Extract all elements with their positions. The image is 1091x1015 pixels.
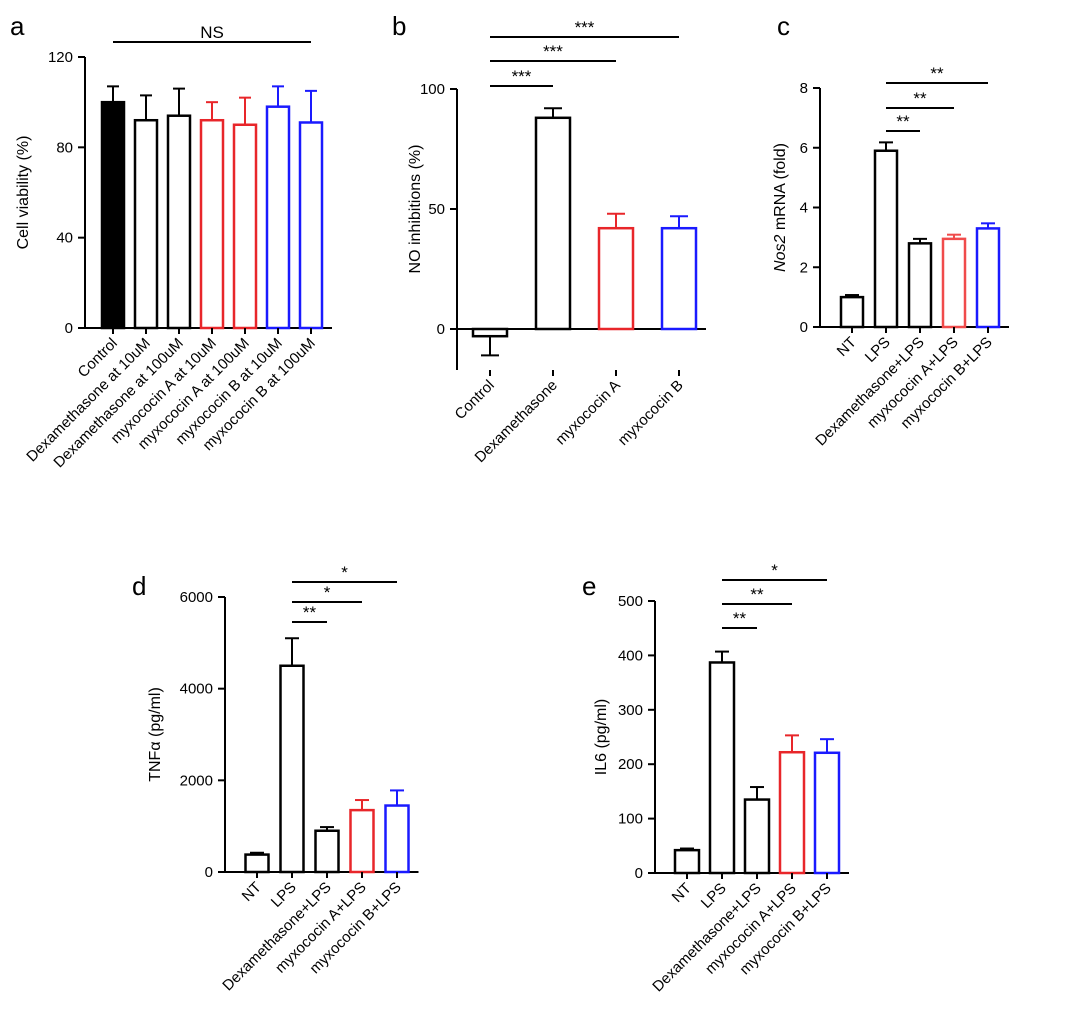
- panel-letter: d: [132, 571, 146, 601]
- category-label-0: NT: [834, 334, 860, 360]
- significance-label-0: **: [733, 609, 747, 628]
- category-label-2: myxococin A: [552, 377, 624, 449]
- significance-label-0: NS: [200, 23, 224, 42]
- y-tick-label: 40: [56, 230, 73, 247]
- y-tick-label: 400: [618, 647, 643, 664]
- significance-label-2: *: [771, 561, 778, 580]
- y-tick-label: 2000: [180, 772, 213, 789]
- y-axis-label: TNFα (pg/ml): [147, 687, 164, 782]
- bar-3: [941, 237, 967, 329]
- panel-letter: b: [392, 11, 406, 41]
- y-tick-label: 80: [56, 139, 73, 156]
- y-tick-label: 2: [800, 259, 808, 276]
- bar-4: [384, 804, 410, 874]
- y-tick-label: 0: [205, 864, 213, 881]
- y-tick-label: 8: [800, 80, 808, 97]
- bar-0: [244, 853, 270, 874]
- bar-3: [778, 750, 806, 875]
- significance-label-1: **: [750, 585, 764, 604]
- bar-0: [673, 848, 701, 875]
- panel-letter: e: [582, 571, 596, 601]
- y-tick-label: 6000: [180, 589, 213, 606]
- y-axis-label: Nos2 mRNA (fold): [772, 143, 789, 272]
- category-label-0: NT: [669, 880, 695, 906]
- bar-1: [873, 149, 899, 329]
- bar-0: [100, 100, 126, 330]
- bar-3: [349, 808, 375, 874]
- y-tick-label: 4: [800, 200, 808, 217]
- y-tick-label: 6: [800, 140, 808, 157]
- bar-1: [534, 116, 572, 331]
- bar-0: [839, 295, 865, 329]
- y-tick-label: 0: [800, 319, 808, 336]
- y-axis-label: NO inhibitions (%): [407, 145, 424, 274]
- panel-letter: a: [10, 11, 25, 41]
- bar-2: [166, 114, 192, 330]
- bar-4: [232, 123, 258, 330]
- y-axis-label: IL6 (pg/ml): [593, 699, 610, 775]
- significance-label-0: **: [896, 112, 910, 131]
- bar-2: [743, 798, 771, 875]
- bar-4: [975, 227, 1001, 329]
- y-axis-label: Cell viability (%): [15, 136, 32, 250]
- y-tick-label: 120: [48, 49, 73, 66]
- significance-label-2: ***: [575, 18, 595, 37]
- bar-3: [660, 226, 698, 331]
- category-label-0: Control: [452, 377, 498, 423]
- category-label-3: myxococin B: [615, 377, 687, 449]
- category-label-2: Dexamethasone at 100uM: [50, 335, 186, 471]
- bar-4: [813, 751, 841, 875]
- significance-label-2: *: [341, 563, 348, 582]
- bar-1: [279, 664, 305, 874]
- y-tick-label: 0: [437, 321, 445, 338]
- y-tick-label: 300: [618, 702, 643, 719]
- significance-label-0: ***: [512, 67, 532, 86]
- significance-label-1: ***: [543, 42, 563, 61]
- significance-label-2: **: [930, 64, 944, 83]
- bar-1: [133, 118, 159, 330]
- y-tick-label: 0: [65, 320, 73, 337]
- category-label-0: NT: [239, 879, 265, 905]
- bar-3: [199, 118, 225, 330]
- y-tick-label: 500: [618, 593, 643, 610]
- significance-label-0: **: [303, 603, 317, 622]
- bar-2: [314, 829, 340, 874]
- bar-6: [298, 121, 324, 330]
- significance-label-1: **: [913, 89, 927, 108]
- bar-0: [471, 327, 509, 338]
- bar-5: [265, 105, 291, 330]
- bar-2: [597, 226, 635, 331]
- y-tick-label: 200: [618, 756, 643, 773]
- bar-2: [907, 242, 933, 329]
- y-tick-label: 100: [420, 81, 445, 98]
- panel-letter: c: [777, 11, 790, 41]
- y-tick-label: 0: [635, 865, 643, 882]
- significance-label-1: *: [324, 583, 331, 602]
- bar-1: [708, 661, 736, 875]
- y-tick-label: 4000: [180, 681, 213, 698]
- y-tick-label: 100: [618, 811, 643, 828]
- y-tick-label: 50: [428, 201, 445, 218]
